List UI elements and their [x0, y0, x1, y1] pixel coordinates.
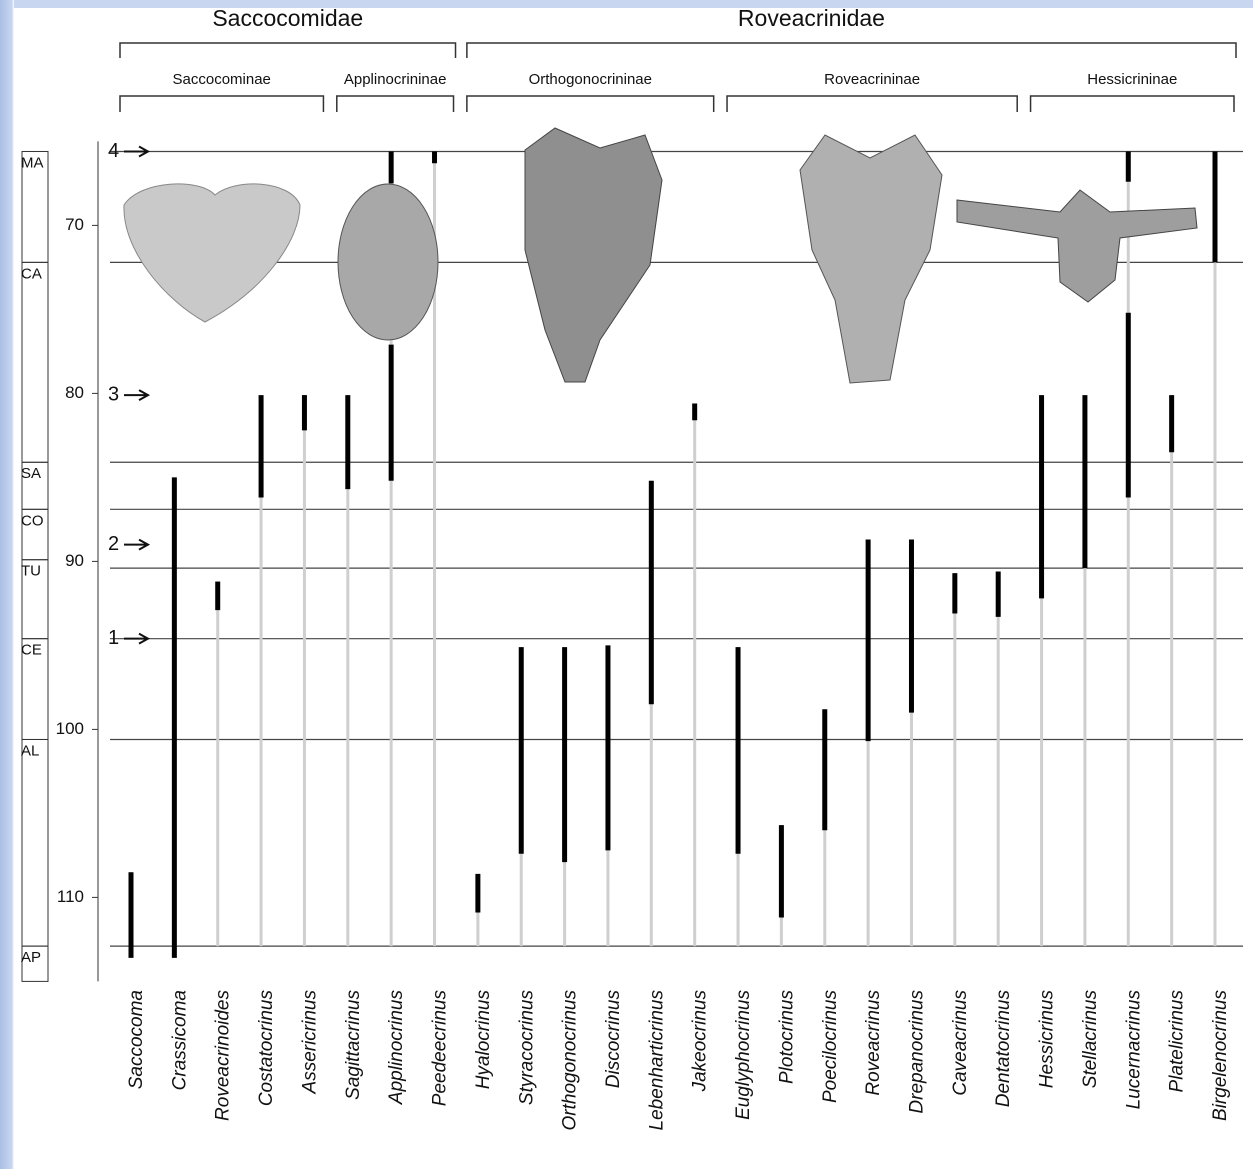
taxon-label: Jakeocrinus — [690, 990, 711, 1093]
subfamily-label: Applinocrininae — [344, 71, 447, 88]
taxon-label: Platelicrinus — [1167, 990, 1188, 1093]
taxon-label: Lebenharticrinus — [646, 990, 667, 1131]
stage-label: MA — [21, 154, 44, 171]
fossil-images — [124, 128, 1197, 383]
taxon-label: Stellacrinus — [1080, 990, 1101, 1089]
taxon-label: Caveacrinus — [950, 990, 971, 1096]
taxon-label: Poecilocrinus — [820, 990, 841, 1103]
page: 70 80 90 100 110 MA CA SA CO TU CE AL AP 4 3 2 1 Saccocom… — [0, 0, 1253, 1169]
stage-box — [22, 739, 48, 946]
event-label: 4 — [108, 140, 119, 162]
taxon-label: Lucernacrinus — [1123, 990, 1144, 1110]
taxon-label: Applinocrinus — [386, 990, 407, 1106]
y-tick-label: 70 — [65, 215, 84, 234]
stage-label: SA — [21, 465, 41, 482]
range-bars — [131, 151, 1215, 957]
event-label: 2 — [108, 533, 119, 555]
fossil-applinocrinus — [338, 184, 438, 340]
event-arrow — [124, 540, 148, 550]
subfamily-bracket — [1031, 96, 1234, 112]
taxon-label: Assericrinus — [299, 990, 320, 1095]
family-label: Saccocomidae — [212, 5, 363, 31]
fossil-saccocoma — [124, 184, 300, 322]
y-tick-label: 110 — [57, 887, 84, 906]
fossil-hessicrinus — [957, 190, 1197, 302]
taxon-label: Peedeecrinus — [430, 990, 451, 1107]
subfamily-label: Roveacrininae — [824, 71, 920, 88]
subfamily-label: Hessicrininae — [1087, 71, 1177, 88]
y-tick-label: 90 — [65, 551, 84, 570]
family-bracket — [120, 43, 456, 58]
family-bracket — [467, 43, 1236, 58]
taxon-label: Orthogonocrinus — [560, 990, 581, 1131]
event-arrow — [124, 390, 148, 400]
taxon-label: Euglyphocrinus — [733, 990, 754, 1120]
taxon-label: Costatocrinus — [256, 990, 277, 1107]
taxon-label: Plotocrinus — [776, 990, 797, 1084]
subfamily-label: Orthogonocrininae — [529, 71, 652, 88]
fossil-roveacrinus — [800, 135, 942, 383]
stage-label: AP — [21, 949, 41, 966]
chart: 70 80 90 100 110 MA CA SA CO TU CE AL AP 4 3 2 1 Saccocom… — [0, 0, 1253, 1169]
taxon-label: Saccocoma — [126, 990, 147, 1089]
taxon-label: Styracocrinus — [516, 990, 537, 1106]
top-border — [14, 0, 1253, 8]
event-label: 1 — [108, 627, 119, 649]
taxon-label: Crassicoma — [169, 990, 190, 1090]
subfamily-bracket — [727, 96, 1017, 112]
family-label: Roveacrinidae — [738, 5, 885, 31]
fossil-orthogonocrinus — [525, 128, 662, 382]
stage-label: TU — [21, 563, 41, 580]
stage-label: CE — [21, 642, 42, 659]
subfamily-bracket — [467, 96, 714, 112]
y-tick-label: 80 — [65, 383, 84, 402]
event-arrow — [124, 146, 148, 156]
taxon-label: Birgelenocrinus — [1210, 990, 1231, 1121]
subfamily-bracket — [120, 96, 323, 112]
subfamily-label: Saccocominae — [173, 71, 271, 88]
taxon-label: Discocrinus — [603, 990, 624, 1089]
stage-label: CO — [21, 512, 44, 529]
event-label: 3 — [108, 383, 119, 405]
taxon-label: Dentatocrinus — [993, 990, 1014, 1108]
stage-box — [22, 262, 48, 462]
taxon-label: Drepanocrinus — [906, 990, 927, 1114]
taxon-label: Sagittacrinus — [343, 990, 364, 1100]
stage-label: AL — [21, 742, 39, 759]
stage-label: CA — [21, 265, 42, 282]
taxon-label: Roveacrinus — [863, 990, 884, 1096]
subfamily-bracket — [337, 96, 454, 112]
taxon-label: Roveacrinoides — [213, 990, 234, 1121]
y-tick-label: 100 — [56, 719, 84, 738]
taxon-label: Hyalocrinus — [473, 990, 494, 1090]
taxon-label: Hessicrinus — [1037, 990, 1058, 1089]
event-arrow — [124, 634, 148, 644]
